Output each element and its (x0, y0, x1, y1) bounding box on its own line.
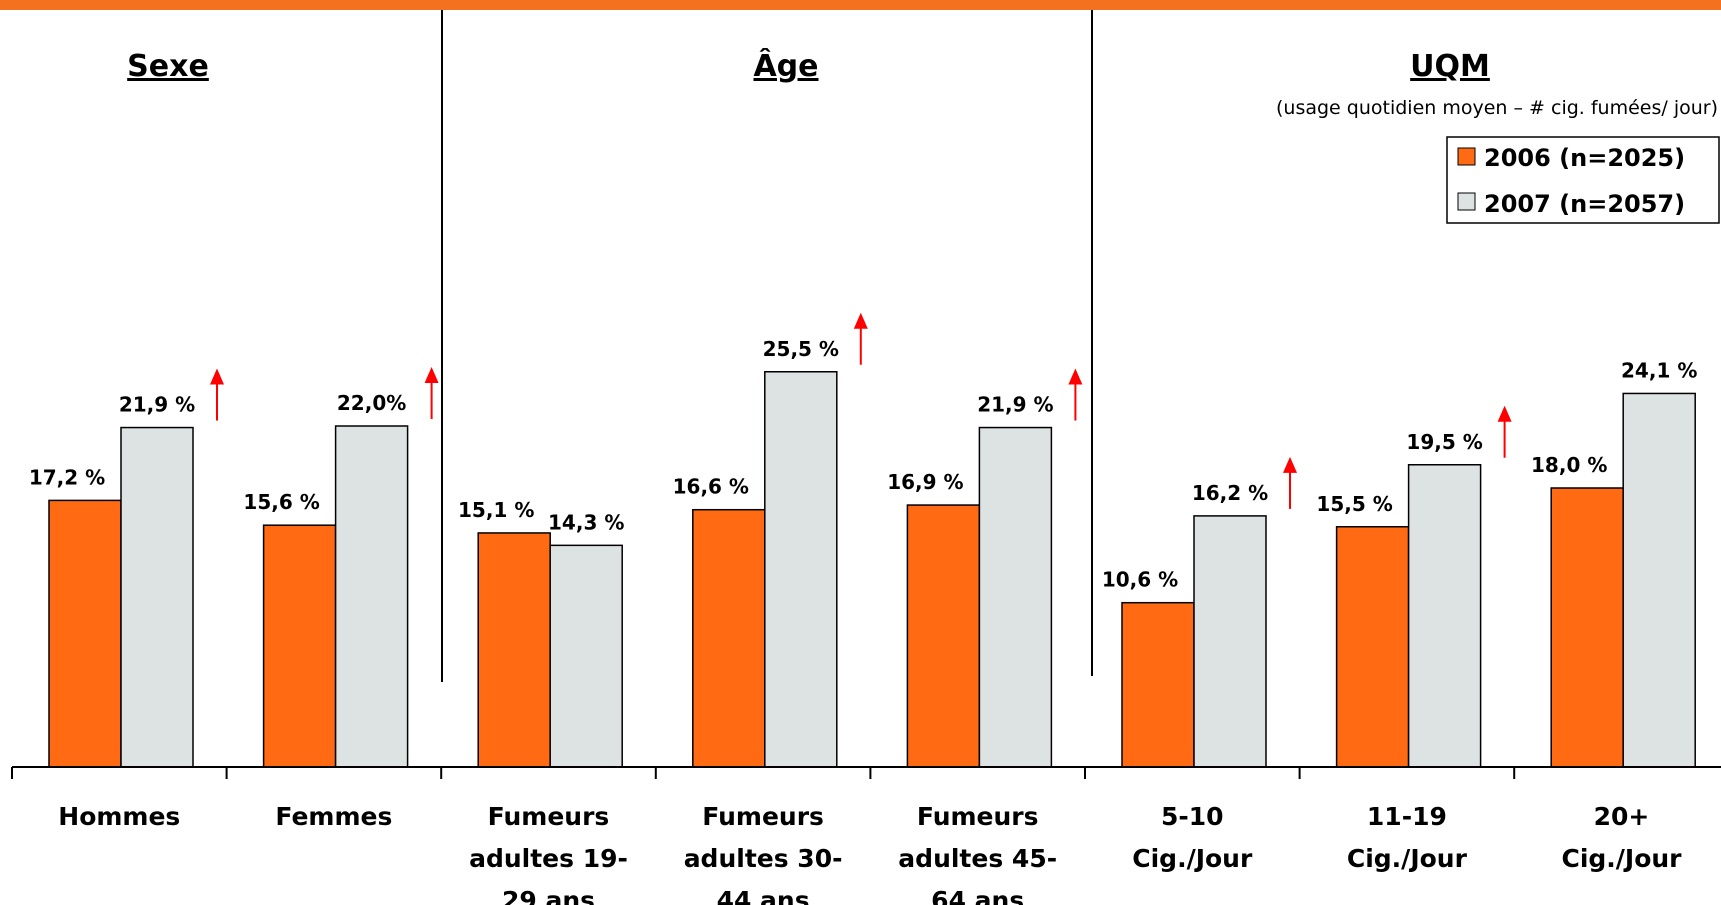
value-labels: 17,2 % 21,9 % 15,6 % 22,0% 15,1 % 14,3 % 16,6 … (29, 337, 1698, 592)
category-label-1-line-1: Hommes (58, 802, 180, 831)
value-label-2006-2: 15,6 % (243, 490, 319, 514)
category-label-3-line-1: Fumeurs (488, 802, 610, 831)
value-label-2007-7: 19,5 % (1406, 430, 1482, 454)
legend-label-2006: 2006 (n=2025) (1484, 144, 1685, 172)
category-label-2-line-1: Femmes (275, 802, 392, 831)
category-label-5-line-2: adultes 45- (898, 844, 1057, 873)
value-label-2007-1: 21,9 % (119, 393, 195, 417)
bar-2006-8 (1550, 487, 1624, 768)
bar-2006-2 (262, 524, 337, 768)
increase-arrow-1 (210, 368, 224, 421)
bar-2006-5 (906, 504, 981, 768)
category-label-5-line-1: Fumeurs (917, 802, 1039, 831)
value-label-2006-5: 16,9 % (887, 470, 963, 494)
increase-arrow-2 (424, 367, 439, 419)
value-label-2007-5: 21,9 % (977, 393, 1053, 417)
top-band (0, 0, 1721, 10)
category-label-5-line-3: 64 ans (931, 886, 1024, 905)
value-label-2007-2: 22,0% (337, 391, 406, 415)
group-subtitle-uqm: (usage quotidien moyen – # cig. fumées/ … (1276, 97, 1718, 119)
category-label-4-line-3: 44 ans (717, 886, 810, 905)
value-label-2007-6: 16,2 % (1192, 481, 1268, 505)
bar-2007-6 (1193, 515, 1267, 768)
value-label-2006-8: 18,0 % (1531, 453, 1607, 477)
increase-arrow-5 (1068, 368, 1083, 421)
value-label-2007-3: 14,3 % (548, 510, 624, 534)
bars (48, 371, 1696, 768)
legend-box (1446, 136, 1720, 224)
category-label-8-line-2: Cig./Jour (1561, 844, 1682, 873)
legend-swatch-2007 (1457, 192, 1476, 211)
category-label-6-line-2: Cig./Jour (1132, 844, 1253, 873)
value-label-2007-8: 24,1 % (1621, 358, 1697, 382)
group-title-uqm: UQM (1410, 49, 1490, 84)
bar-2007-4 (764, 371, 838, 768)
bar-2007-7 (1407, 464, 1482, 768)
x-axis-ticks (11, 767, 1516, 779)
value-label-2006-7: 15,5 % (1316, 492, 1392, 516)
group-title-age: Âge (753, 48, 818, 84)
category-label-3-line-2: adultes 19- (469, 844, 628, 873)
legend-label-2007: 2007 (n=2057) (1484, 190, 1685, 218)
bar-2007-1 (120, 426, 194, 768)
increase-arrows (210, 312, 1512, 509)
group-title-sexe: Sexe (127, 49, 209, 84)
legend: 2006 (n=2025) 2007 (n=2057) (1446, 136, 1720, 224)
category-label-4-line-1: Fumeurs (702, 802, 824, 831)
category-label-6-line-1: 5-10 (1161, 802, 1224, 831)
bar-2007-8 (1622, 392, 1696, 768)
bar-2007-3 (549, 544, 623, 768)
category-label-8-line-1: 20+ (1594, 802, 1650, 831)
bar-2007-5 (978, 426, 1053, 768)
legend-swatch-2006 (1457, 147, 1476, 166)
increase-arrow-4 (853, 312, 868, 365)
value-label-2006-1: 17,2 % (29, 465, 105, 489)
value-label-2007-4: 25,5 % (763, 337, 839, 361)
value-label-2006-6: 10,6 % (1102, 568, 1178, 592)
bar-2006-1 (48, 499, 122, 768)
bar-2006-4 (692, 508, 766, 768)
category-label-4-line-2: adultes 30- (684, 844, 843, 873)
increase-arrow-7 (1497, 405, 1512, 458)
bar-2006-3 (477, 532, 551, 768)
category-labels: Hommes Femmes Fumeurs adultes 19- 29 ans Fume… (58, 802, 1682, 905)
category-label-7-line-1: 11-19 (1367, 802, 1447, 831)
bar-2007-2 (334, 425, 409, 768)
bar-2006-7 (1335, 526, 1410, 768)
bar-2006-6 (1121, 601, 1195, 768)
category-label-3-line-3: 29 ans (502, 886, 595, 905)
value-label-2006-4: 16,6 % (673, 475, 749, 499)
category-label-7-line-2: Cig./Jour (1347, 844, 1468, 873)
increase-arrow-6 (1283, 456, 1297, 509)
value-label-2006-3: 15,1 % (458, 498, 534, 522)
